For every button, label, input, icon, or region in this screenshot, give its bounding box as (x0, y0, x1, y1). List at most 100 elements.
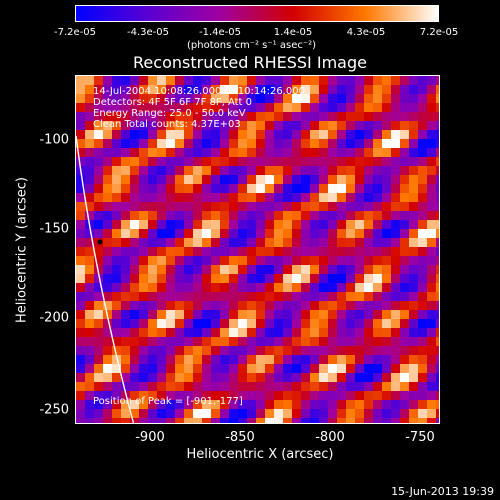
image-pixel (166, 166, 175, 175)
image-pixel (85, 256, 94, 265)
image-pixel (436, 391, 439, 400)
image-pixel (364, 418, 373, 423)
image-pixel (373, 202, 382, 211)
image-pixel (337, 166, 346, 175)
image-pixel (121, 301, 130, 310)
image-pixel (220, 418, 229, 423)
image-pixel (274, 364, 283, 373)
image-pixel (301, 229, 310, 238)
image-pixel (418, 400, 427, 409)
image-pixel (373, 76, 382, 85)
image-pixel (184, 400, 193, 409)
image-pixel (121, 247, 130, 256)
image-pixel (283, 184, 292, 193)
image-pixel (256, 337, 265, 346)
image-pixel (112, 400, 121, 409)
image-pixel (130, 130, 139, 139)
image-pixel (382, 193, 391, 202)
image-pixel (76, 409, 85, 418)
image-pixel (310, 139, 319, 148)
image-pixel (427, 157, 436, 166)
image-pixel (130, 274, 139, 283)
image-pixel (202, 229, 211, 238)
image-pixel (436, 337, 439, 346)
image-pixel (76, 319, 85, 328)
image-pixel (283, 85, 292, 94)
image-pixel (229, 175, 238, 184)
image-pixel (247, 355, 256, 364)
image-pixel (229, 409, 238, 418)
image-pixel (346, 220, 355, 229)
image-pixel (427, 346, 436, 355)
image-pixel (391, 256, 400, 265)
image-pixel (85, 76, 94, 85)
image-pixel (292, 211, 301, 220)
image-pixel (139, 382, 148, 391)
image-pixel (130, 94, 139, 103)
image-pixel (85, 391, 94, 400)
image-pixel (166, 211, 175, 220)
image-pixel (166, 202, 175, 211)
image-pixel (247, 274, 256, 283)
image-pixel (220, 283, 229, 292)
image-pixel (229, 148, 238, 157)
image-pixel (157, 247, 166, 256)
image-pixel (220, 103, 229, 112)
image-pixel (157, 103, 166, 112)
image-pixel (238, 139, 247, 148)
image-pixel (148, 184, 157, 193)
image-pixel (418, 373, 427, 382)
image-pixel (85, 202, 94, 211)
image-pixel (175, 112, 184, 121)
image-pixel (247, 265, 256, 274)
image-pixel (391, 238, 400, 247)
image-pixel (355, 166, 364, 175)
image-pixel (427, 256, 436, 265)
image-pixel (157, 355, 166, 364)
image-pixel (211, 364, 220, 373)
image-pixel (166, 130, 175, 139)
image-pixel (130, 373, 139, 382)
info-energy-range: Energy Range: 25.0 - 50.0 keV (93, 108, 246, 119)
image-pixel (193, 256, 202, 265)
image-pixel (409, 112, 418, 121)
image-pixel (265, 274, 274, 283)
image-pixel (175, 310, 184, 319)
image-pixel (229, 400, 238, 409)
image-pixel (76, 391, 85, 400)
image-pixel (274, 157, 283, 166)
image-pixel (310, 220, 319, 229)
image-pixel (256, 121, 265, 130)
image-pixel (274, 274, 283, 283)
image-pixel (364, 103, 373, 112)
image-pixel (94, 85, 103, 94)
image-pixel (247, 418, 256, 423)
image-pixel (373, 139, 382, 148)
image-pixel (346, 265, 355, 274)
image-pixel (148, 76, 157, 85)
image-pixel (391, 265, 400, 274)
image-pixel (310, 409, 319, 418)
image-pixel (274, 76, 283, 85)
image-pixel (355, 391, 364, 400)
image-pixel (436, 310, 439, 319)
image-pixel (337, 220, 346, 229)
image-pixel (274, 121, 283, 130)
image-pixel (184, 373, 193, 382)
image-pixel (355, 121, 364, 130)
image-pixel (256, 112, 265, 121)
image-pixel (157, 184, 166, 193)
image-pixel (112, 157, 121, 166)
image-pixel (211, 373, 220, 382)
image-pixel (184, 94, 193, 103)
image-pixel (211, 112, 220, 121)
image-pixel (346, 157, 355, 166)
image-pixel (103, 94, 112, 103)
image-pixel (382, 202, 391, 211)
image-pixel (193, 319, 202, 328)
image-pixel (301, 220, 310, 229)
image-pixel (364, 247, 373, 256)
image-pixel (238, 229, 247, 238)
image-pixel (427, 85, 436, 94)
image-pixel (112, 292, 121, 301)
